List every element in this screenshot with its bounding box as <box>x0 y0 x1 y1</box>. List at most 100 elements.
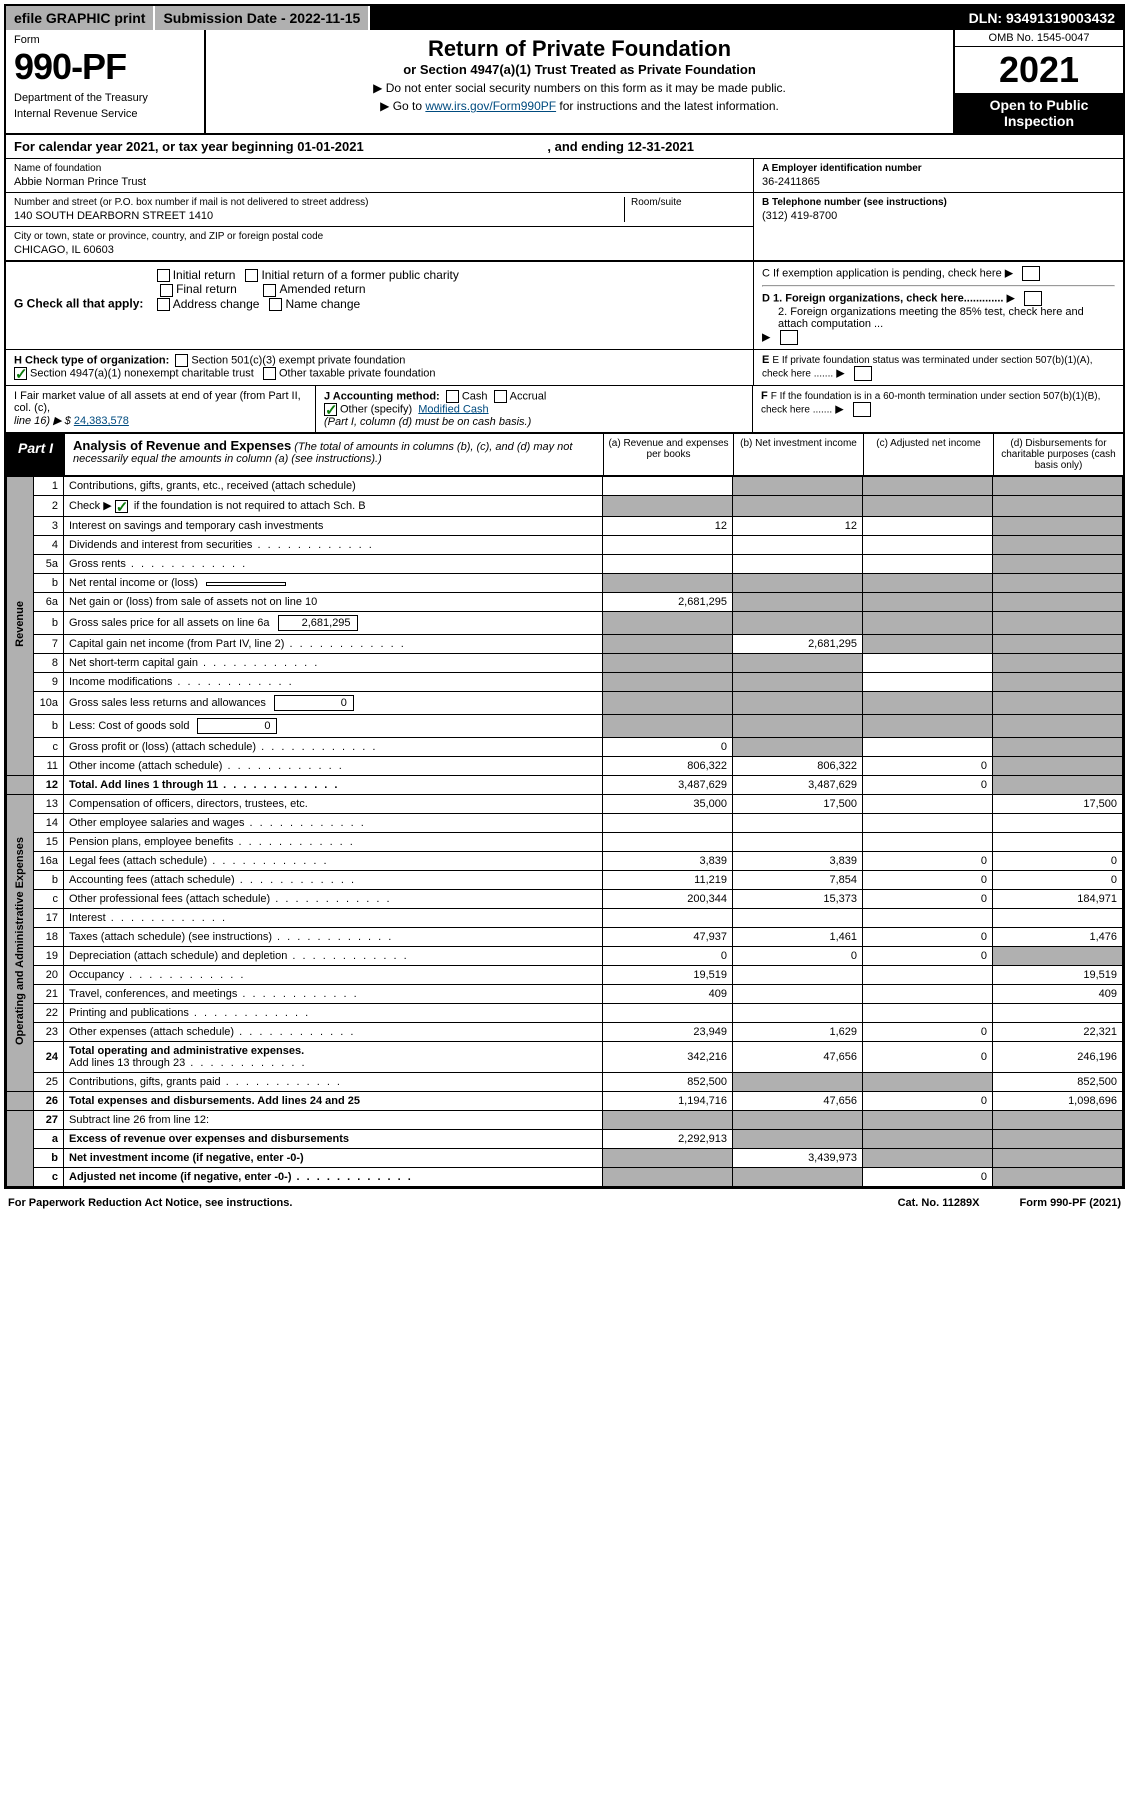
table-row: 15Pension plans, employee benefits <box>7 832 1123 851</box>
table-row: 7Capital gain net income (from Part IV, … <box>7 634 1123 653</box>
table-row: 6aNet gain or (loss) from sale of assets… <box>7 592 1123 611</box>
table-row: 22Printing and publications <box>7 1003 1123 1022</box>
initial-former-checkbox[interactable] <box>245 269 258 282</box>
header-mid: Return of Private Foundation or Section … <box>206 30 953 133</box>
d1-checkbox[interactable] <box>1024 291 1042 306</box>
d1-label: D 1. Foreign organizations, check here..… <box>762 292 1003 304</box>
submission-date: Submission Date - 2022-11-15 <box>155 6 370 30</box>
h-label: H Check type of organization: <box>14 354 169 366</box>
line-j: J Accounting method: Cash Accrual Other … <box>316 386 753 432</box>
table-row: 11Other income (attach schedule)806,3228… <box>7 756 1123 775</box>
table-row: 18Taxes (attach schedule) (see instructi… <box>7 927 1123 946</box>
gross-sales-box: 2,681,295 <box>278 615 358 631</box>
line-c-g: G Check all that apply: Initial return I… <box>6 262 1123 350</box>
table-row: bNet investment income (if negative, ent… <box>7 1148 1123 1167</box>
gross-sales-ra-box: 0 <box>274 695 354 711</box>
meta-right: A Employer identification number 36-2411… <box>753 159 1123 260</box>
line-e: E E If private foundation status was ter… <box>753 350 1123 385</box>
table-row: 5aGross rents <box>7 554 1123 573</box>
g-check-row: G Check all that apply: Initial return I… <box>6 262 753 349</box>
line-i: I Fair market value of all assets at end… <box>6 386 316 432</box>
revenue-side-label: Revenue <box>7 477 34 776</box>
part1-title: Analysis of Revenue and Expenses (The to… <box>65 434 603 475</box>
header-right: OMB No. 1545-0047 2021 Open to Public In… <box>953 30 1123 133</box>
line-i-j-f: I Fair market value of all assets at end… <box>6 386 1123 434</box>
g-label: G Check all that apply: <box>14 297 143 311</box>
omb-number: OMB No. 1545-0047 <box>955 30 1123 47</box>
dln: DLN: 93491319003432 <box>961 6 1123 30</box>
table-row: 21Travel, conferences, and meetings40940… <box>7 984 1123 1003</box>
fmv-value: 24,383,578 <box>74 415 129 427</box>
col-a-header: (a) Revenue and expenses per books <box>603 434 733 475</box>
address-row: Number and street (or P.O. box number if… <box>6 193 753 227</box>
goto-note: ▶ Go to www.irs.gov/Form990PF for instru… <box>212 99 947 113</box>
accrual-checkbox[interactable] <box>494 390 507 403</box>
address-change-checkbox[interactable] <box>157 298 170 311</box>
col-d-header: (d) Disbursements for charitable purpose… <box>993 434 1123 475</box>
table-row: 4Dividends and interest from securities <box>7 535 1123 554</box>
expenses-side-label: Operating and Administrative Expenses <box>7 794 34 1091</box>
table-row: cOther professional fees (attach schedul… <box>7 889 1123 908</box>
part1-table: Revenue 1Contributions, gifts, grants, e… <box>6 476 1123 1187</box>
table-row: 23Other expenses (attach schedule)23,949… <box>7 1022 1123 1041</box>
e-checkbox[interactable] <box>854 366 872 381</box>
form-label: Form <box>14 34 196 46</box>
other-method-checkbox[interactable] <box>324 403 337 416</box>
cat-number: Cat. No. 11289X <box>898 1197 980 1209</box>
other-method-value: Modified Cash <box>418 403 488 415</box>
amended-return-checkbox[interactable] <box>263 284 276 297</box>
table-row: 8Net short-term capital gain <box>7 653 1123 672</box>
phone: (312) 419-8700 <box>762 210 1115 222</box>
form-document: efile GRAPHIC print Submission Date - 20… <box>4 4 1125 1189</box>
part1-header: Part I Analysis of Revenue and Expenses … <box>6 434 1123 476</box>
city-state-zip: CHICAGO, IL 60603 <box>14 244 745 256</box>
efile-badge: efile GRAPHIC print <box>6 6 155 30</box>
paperwork-notice: For Paperwork Reduction Act Notice, see … <box>8 1197 292 1209</box>
foundation-name: Abbie Norman Prince Trust <box>14 176 745 188</box>
form-header: Form 990-PF Department of the Treasury I… <box>6 30 1123 135</box>
irs-link[interactable]: www.irs.gov/Form990PF <box>425 99 556 113</box>
form-subtitle: or Section 4947(a)(1) Trust Treated as P… <box>212 62 947 77</box>
col-b-header: (b) Net investment income <box>733 434 863 475</box>
table-row: 12Total. Add lines 1 through 113,487,629… <box>7 775 1123 794</box>
table-row: 3Interest on savings and temporary cash … <box>7 516 1123 535</box>
name-change-checkbox[interactable] <box>269 298 282 311</box>
open-inspection: Open to Public Inspection <box>955 93 1123 133</box>
schb-checkbox[interactable] <box>115 500 128 513</box>
street-address: 140 SOUTH DEARBORN STREET 1410 <box>14 210 624 222</box>
tax-year: 2021 <box>955 47 1123 93</box>
table-row: 9Income modifications <box>7 672 1123 691</box>
cogs-box: 0 <box>197 718 277 734</box>
f-checkbox[interactable] <box>853 402 871 417</box>
table-row: 24Total operating and administrative exp… <box>7 1041 1123 1072</box>
table-row: 27Subtract line 26 from line 12: <box>7 1110 1123 1129</box>
table-row: 10aGross sales less returns and allowanc… <box>7 691 1123 714</box>
phone-row: B Telephone number (see instructions) (3… <box>754 193 1123 226</box>
table-row: 16aLegal fees (attach schedule)3,8393,83… <box>7 851 1123 870</box>
entity-meta: Name of foundation Abbie Norman Prince T… <box>6 159 1123 262</box>
final-return-checkbox[interactable] <box>160 284 173 297</box>
501c3-checkbox[interactable] <box>175 354 188 367</box>
d2-label: 2. Foreign organizations meeting the 85%… <box>762 306 1115 330</box>
line-f: F F If the foundation is in a 60-month t… <box>753 386 1123 432</box>
other-taxable-checkbox[interactable] <box>263 367 276 380</box>
foundation-name-row: Name of foundation Abbie Norman Prince T… <box>6 159 753 193</box>
4947a1-checkbox[interactable] <box>14 367 27 380</box>
ein: 36-2411865 <box>762 176 1115 188</box>
table-row: 2Check ▶ if the foundation is not requir… <box>7 496 1123 517</box>
top-bar: efile GRAPHIC print Submission Date - 20… <box>6 6 1123 30</box>
c-checkbox[interactable] <box>1022 266 1040 281</box>
table-row: bLess: Cost of goods sold0 <box>7 714 1123 737</box>
form-number: 990-PF <box>14 46 196 88</box>
page-footer: For Paperwork Reduction Act Notice, see … <box>0 1193 1129 1213</box>
table-row: 17Interest <box>7 908 1123 927</box>
table-row: 19Depreciation (attach schedule) and dep… <box>7 946 1123 965</box>
h-check-row: H Check type of organization: Section 50… <box>6 350 753 385</box>
line-c: C If exemption application is pending, c… <box>753 262 1123 349</box>
initial-return-checkbox[interactable] <box>157 269 170 282</box>
table-row: cAdjusted net income (if negative, enter… <box>7 1167 1123 1186</box>
table-row: Revenue 1Contributions, gifts, grants, e… <box>7 477 1123 496</box>
d2-checkbox[interactable] <box>780 330 798 345</box>
irs-label: Internal Revenue Service <box>14 108 196 120</box>
cash-checkbox[interactable] <box>446 390 459 403</box>
